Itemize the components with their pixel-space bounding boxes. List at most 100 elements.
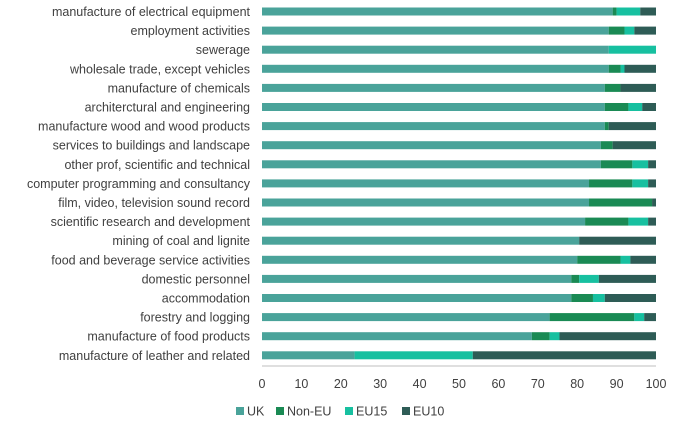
legend-swatch xyxy=(345,407,353,415)
bar-segment-eu10 xyxy=(634,26,656,35)
category-labels: manufacture of electrical equipment emplo… xyxy=(27,5,251,363)
bar-segment-uk xyxy=(262,45,609,54)
bar-segment-uk xyxy=(262,103,605,111)
bar-segment-eu10 xyxy=(608,122,656,131)
category-label: other prof, scientific and technical xyxy=(64,158,250,172)
category-label: forestry and logging xyxy=(140,311,250,325)
bar-segment-eu10 xyxy=(620,83,656,92)
bar-segment-non-eu xyxy=(585,217,629,226)
category-label: employment activities xyxy=(131,24,251,38)
category-label: mining of coal and lignite xyxy=(112,234,250,248)
category-label: film, video, television sound record xyxy=(58,196,250,210)
category-label: food and beverage service activities xyxy=(51,253,250,267)
bar-segment-non-eu xyxy=(600,141,613,150)
bar-segment-eu10 xyxy=(630,255,656,264)
bar-segment-uk xyxy=(262,332,532,341)
bar-segment-eu10 xyxy=(648,160,656,169)
bar-segment-non-eu xyxy=(604,122,609,131)
legend-label: UK xyxy=(247,405,265,419)
bar-segment-eu10 xyxy=(598,274,656,283)
bar-segment-eu10 xyxy=(642,103,656,111)
bar-segment-eu15 xyxy=(579,274,599,283)
category-label: computer programming and consultancy xyxy=(27,177,251,191)
bar-segment-eu15 xyxy=(549,332,560,341)
bar-segment-eu10 xyxy=(644,313,656,322)
bar-segment-uk xyxy=(262,294,572,302)
bar-segment-uk xyxy=(262,217,586,226)
x-tick-label: 50 xyxy=(452,377,466,391)
legend-swatch xyxy=(236,407,244,415)
bar-segment-non-eu xyxy=(549,313,635,322)
category-label: architerctural and engineering xyxy=(85,101,250,115)
bar-segment-uk xyxy=(262,255,578,264)
category-label: manufacture wood and wood products xyxy=(38,120,250,134)
bar-segment-eu15 xyxy=(632,179,649,188)
legend-swatch xyxy=(276,407,284,415)
bar-segment-eu10 xyxy=(648,217,656,226)
legend: UK Non-EU EU15 EU10 xyxy=(236,405,444,419)
bar-segment-uk xyxy=(262,26,609,35)
bar-segment-non-eu xyxy=(604,83,621,92)
bar-segment-uk xyxy=(262,64,609,73)
bar-segment-eu15 xyxy=(628,103,643,111)
category-label: domestic personnel xyxy=(142,272,250,286)
category-label: manufacture of chemicals xyxy=(108,81,250,95)
x-tick-label: 60 xyxy=(491,377,505,391)
x-axis-ticks: 0 10 20 30 40 50 60 70 80 90 100 xyxy=(259,377,667,391)
legend-swatch xyxy=(402,407,410,415)
bar-segment-non-eu xyxy=(600,160,633,169)
bar-segment-eu15 xyxy=(354,351,473,360)
legend-label: EU10 xyxy=(413,405,444,419)
bar-segment-non-eu xyxy=(531,332,550,341)
bar-segment-uk xyxy=(262,351,355,360)
bar-segment-eu15 xyxy=(608,45,656,54)
bar-segment-uk xyxy=(262,236,580,245)
bar-segment-non-eu xyxy=(571,274,580,283)
bar-segment-uk xyxy=(262,313,550,322)
bar-segment-eu10 xyxy=(559,332,656,341)
bar-segment-eu10 xyxy=(579,236,656,245)
bar-segment-eu15 xyxy=(624,26,635,35)
bar-segment-non-eu xyxy=(571,294,593,302)
bar-segment-uk xyxy=(262,274,572,283)
x-tick-label: 90 xyxy=(610,377,624,391)
bar-segment-eu10 xyxy=(652,198,656,207)
bar-segment-eu15 xyxy=(620,255,631,264)
bar-segment-non-eu xyxy=(604,103,629,111)
legend-label: Non-EU xyxy=(287,405,331,419)
x-tick-label: 70 xyxy=(531,377,545,391)
x-tick-label: 10 xyxy=(294,377,308,391)
category-label: manufacture of electrical equipment xyxy=(52,5,251,19)
x-tick-label: 40 xyxy=(413,377,427,391)
category-label: services to buildings and landscape xyxy=(53,139,250,153)
bar-segment-uk xyxy=(262,141,601,150)
bar-segment-eu10 xyxy=(472,351,656,360)
category-label: manufacture of food products xyxy=(87,330,250,344)
bar-segment-uk xyxy=(262,83,605,92)
bar-segment-non-eu xyxy=(589,198,653,207)
bar-segment-eu10 xyxy=(640,7,656,16)
bar-segment-uk xyxy=(262,198,590,207)
legend-label: EU15 xyxy=(356,405,387,419)
bar-segment-non-eu xyxy=(608,26,625,35)
bar-segment-non-eu xyxy=(577,255,621,264)
x-tick-label: 0 xyxy=(259,377,266,391)
bars xyxy=(262,7,656,360)
bar-segment-eu15 xyxy=(592,294,605,302)
bar-segment-eu15 xyxy=(634,313,645,322)
category-label: sewerage xyxy=(196,43,250,57)
bar-segment-uk xyxy=(262,179,590,188)
bar-segment-uk xyxy=(262,122,605,131)
bar-segment-eu10 xyxy=(604,294,656,302)
bar-segment-non-eu xyxy=(608,64,621,73)
category-label: accommodation xyxy=(162,292,250,306)
bar-segment-uk xyxy=(262,160,601,169)
bar-segment-eu15 xyxy=(616,7,641,16)
category-label: wholesale trade, except vehicles xyxy=(69,62,250,76)
x-tick-label: 100 xyxy=(646,377,667,391)
x-tick-label: 30 xyxy=(373,377,387,391)
x-tick-label: 20 xyxy=(334,377,348,391)
bar-segment-eu15 xyxy=(620,64,625,73)
category-label: scientific research and development xyxy=(51,215,251,229)
